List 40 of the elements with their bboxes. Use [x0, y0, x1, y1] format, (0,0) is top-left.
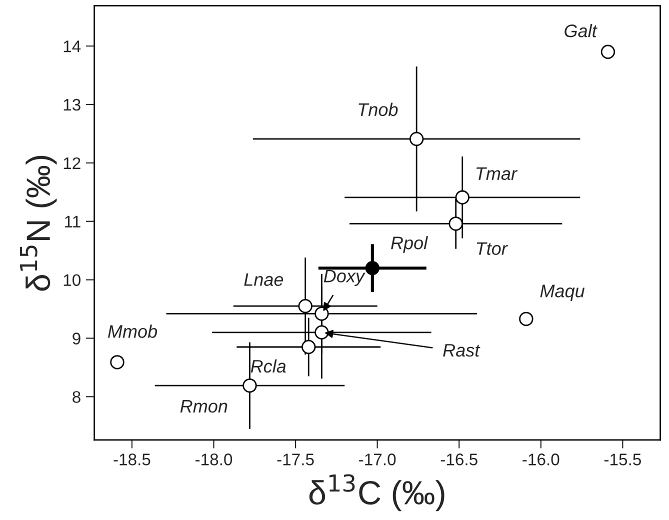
point [314, 306, 329, 321]
x-tick-label: -15.5 [604, 454, 641, 466]
point [455, 190, 470, 204]
x-tick-label: -17.0 [359, 454, 396, 466]
annotation: Rast [443, 344, 480, 357]
y-tick-label: 14 [64, 40, 81, 52]
point [409, 132, 424, 146]
x-tick-label: -16.5 [440, 454, 478, 466]
y-tick-label: 8 [72, 391, 80, 403]
annotation: Lnae [244, 273, 284, 286]
annotation: Mmob [108, 324, 158, 338]
point [600, 44, 616, 59]
y-tick-label: 10 [64, 274, 80, 286]
annotation: Doxy [324, 270, 366, 286]
x-axis-title: δ$^{13}$C (‰) [309, 474, 444, 512]
y-tick-label: 11 [65, 216, 80, 228]
x-tick-label: -17.5 [277, 454, 314, 466]
annotation: Tmar [476, 167, 518, 180]
annotation: Rmon [180, 400, 228, 413]
y-tick-label: 9 [72, 332, 80, 344]
x-tick-label: -18.5 [114, 454, 150, 466]
annotation: Rcla [250, 359, 286, 373]
y-tick-label: 13 [64, 98, 80, 111]
point [314, 325, 329, 340]
annotation: Tnob [358, 102, 398, 116]
x-tick-label: -18.0 [195, 454, 232, 466]
x-tick-label: -16.0 [522, 454, 560, 466]
y-tick-label: 12 [64, 157, 80, 169]
y-axis-title: δ$^{15}$N (‰) [20, 156, 57, 291]
point [519, 312, 534, 326]
annotation: Ttor [476, 242, 508, 255]
point [110, 355, 124, 370]
annotation: Galt [564, 24, 598, 38]
point [448, 216, 463, 231]
annotation: Maqu [540, 284, 585, 301]
point [365, 261, 380, 276]
point [302, 340, 316, 354]
annotation: Rpol [391, 236, 428, 253]
point [242, 378, 257, 393]
point [298, 299, 312, 314]
